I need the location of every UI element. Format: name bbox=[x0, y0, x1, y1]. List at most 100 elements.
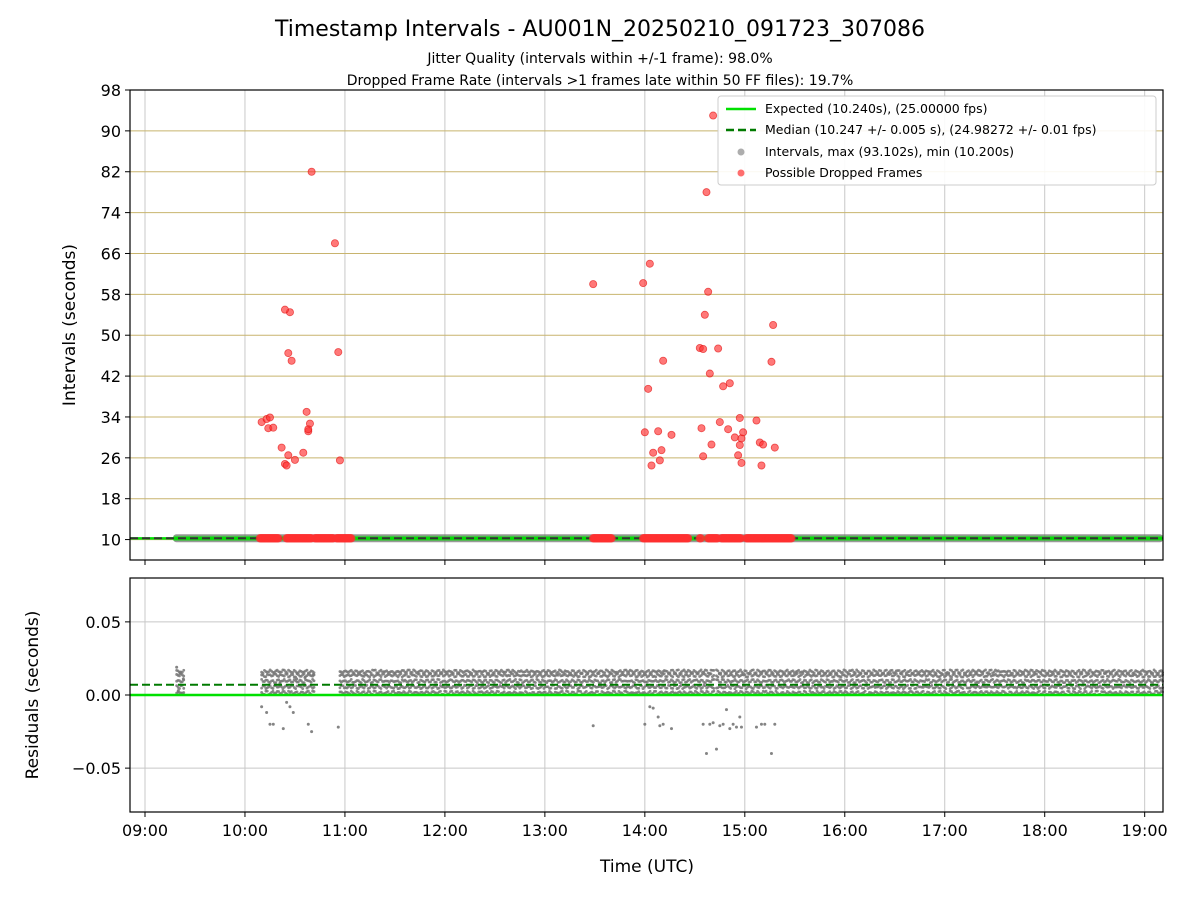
residual-point bbox=[746, 678, 750, 681]
residual-point bbox=[862, 686, 866, 690]
residual-point bbox=[716, 678, 720, 682]
residual-point bbox=[1090, 689, 1094, 693]
dropped-frame-point bbox=[705, 369, 714, 378]
residual-point bbox=[312, 679, 316, 683]
residual-point bbox=[515, 671, 519, 675]
residual-outlier-point bbox=[306, 722, 310, 726]
residual-point bbox=[470, 680, 474, 684]
dropped-frame-point bbox=[735, 441, 744, 450]
residual-point bbox=[944, 687, 948, 690]
residual-point bbox=[719, 671, 723, 675]
residual-point bbox=[1063, 681, 1067, 684]
residual-point bbox=[487, 681, 491, 685]
residual-point bbox=[577, 669, 581, 673]
residual-point bbox=[749, 672, 752, 676]
residual-point bbox=[671, 675, 675, 679]
residual-point bbox=[301, 687, 305, 691]
residual-point bbox=[432, 685, 435, 689]
residual-outlier-point bbox=[648, 705, 652, 709]
residual-point bbox=[957, 689, 961, 693]
residual-point bbox=[771, 671, 775, 675]
residual-point bbox=[555, 686, 559, 690]
residual-point bbox=[845, 678, 849, 682]
residual-outlier-point bbox=[739, 725, 743, 729]
residual-point bbox=[1101, 669, 1105, 672]
residual-point bbox=[691, 670, 694, 674]
residual-point bbox=[1037, 678, 1041, 682]
residual-point bbox=[553, 669, 557, 673]
residual-point bbox=[514, 687, 517, 691]
residual-point bbox=[613, 674, 617, 678]
residual-point bbox=[1087, 672, 1091, 676]
residual-point bbox=[417, 672, 421, 676]
residual-point bbox=[379, 675, 383, 679]
residual-point bbox=[955, 675, 959, 678]
residual-point bbox=[809, 686, 813, 690]
residual-point bbox=[178, 674, 181, 678]
residual-point bbox=[426, 678, 430, 682]
residual-point bbox=[647, 668, 651, 672]
residual-point bbox=[734, 689, 738, 693]
top-y-tick-label: 34 bbox=[101, 408, 121, 427]
residual-point bbox=[923, 680, 927, 683]
residual-point bbox=[712, 686, 716, 690]
residual-point bbox=[909, 668, 912, 672]
residual-point bbox=[694, 675, 697, 678]
residual-point bbox=[785, 668, 789, 672]
legend-intervals-label: Intervals, max (93.102s), min (10.200s) bbox=[765, 144, 1014, 159]
residual-point bbox=[444, 690, 448, 693]
residual-point bbox=[291, 671, 295, 674]
dropped-frame-point bbox=[700, 310, 709, 319]
residual-point bbox=[1139, 672, 1143, 676]
residual-point bbox=[1142, 675, 1146, 679]
residual-point bbox=[514, 678, 517, 681]
residual-point bbox=[868, 678, 871, 682]
residual-point bbox=[739, 668, 742, 672]
residual-point bbox=[501, 674, 505, 678]
residual-outlier-point bbox=[181, 677, 185, 681]
residual-point bbox=[938, 686, 942, 690]
residual-point bbox=[795, 672, 799, 675]
dropped-frame-point bbox=[277, 443, 286, 452]
residual-point bbox=[410, 670, 414, 674]
residual-point bbox=[1081, 681, 1085, 685]
residual-point bbox=[280, 670, 283, 674]
residual-point bbox=[386, 690, 390, 693]
residual-point bbox=[1043, 686, 1047, 690]
residual-point bbox=[1079, 687, 1082, 691]
residual-point bbox=[575, 680, 578, 684]
residual-outlier-point bbox=[718, 724, 722, 728]
dropped-frame-point bbox=[644, 384, 653, 393]
residual-point bbox=[1016, 671, 1020, 675]
residual-outlier-point bbox=[701, 722, 705, 726]
residual-point bbox=[654, 686, 658, 690]
residual-point bbox=[1008, 678, 1012, 682]
residual-point bbox=[528, 685, 532, 689]
residual-point bbox=[373, 668, 377, 672]
residual-point bbox=[751, 678, 755, 681]
dropped-frame-point bbox=[282, 461, 291, 470]
x-tick-label: 17:00 bbox=[922, 821, 968, 840]
residual-outlier-point bbox=[759, 722, 763, 726]
residual-point bbox=[495, 675, 499, 678]
dropped-frame-point bbox=[305, 419, 314, 428]
residual-point bbox=[792, 686, 796, 690]
residual-outlier-point bbox=[708, 722, 712, 726]
residual-point bbox=[373, 686, 377, 690]
residual-point bbox=[930, 680, 934, 684]
residual-point bbox=[182, 691, 186, 694]
residual-point bbox=[376, 671, 380, 675]
residual-outlier-point bbox=[268, 722, 272, 726]
residual-point bbox=[851, 678, 854, 681]
residual-point bbox=[312, 690, 316, 693]
residual-outlier-point bbox=[591, 724, 595, 728]
residual-point bbox=[531, 686, 534, 690]
top-y-axis-label: Intervals (seconds) bbox=[60, 244, 80, 406]
top-y-tick-label: 66 bbox=[101, 244, 121, 263]
residual-point bbox=[528, 673, 532, 677]
residual-point bbox=[362, 686, 366, 690]
dropped-frame-point bbox=[757, 461, 766, 470]
residual-point bbox=[282, 678, 286, 681]
residual-point bbox=[851, 668, 854, 672]
dropped-frame-baseline-point bbox=[736, 534, 745, 543]
